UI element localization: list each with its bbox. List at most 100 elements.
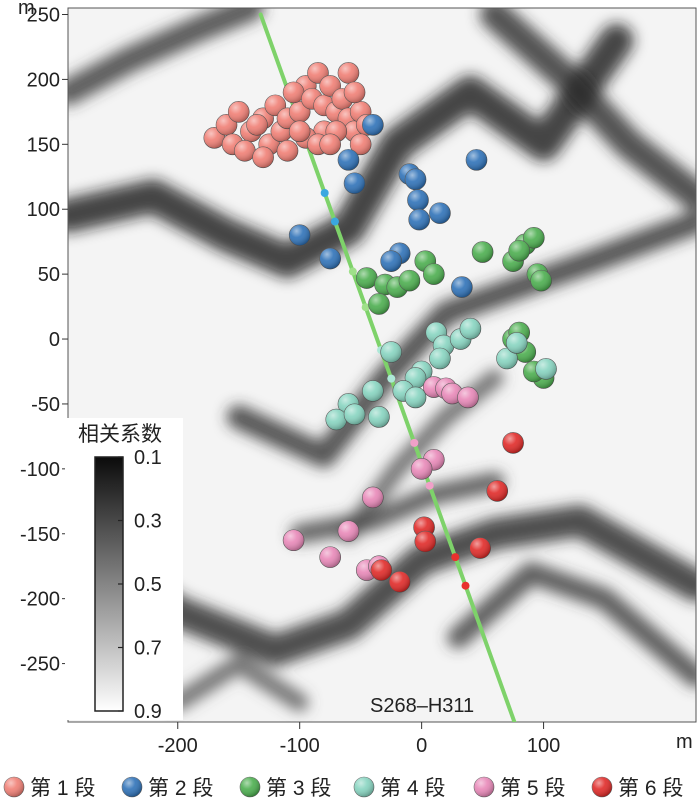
event-point <box>370 559 393 581</box>
perforation-marker <box>320 188 329 197</box>
y-tick-label: 100 <box>27 199 60 221</box>
event-point <box>457 386 479 409</box>
well-label: S268–H311 <box>370 695 474 717</box>
legend-item: 第 3 段 <box>239 776 331 800</box>
event-point <box>380 341 402 363</box>
y-tick-label: -200 <box>20 589 60 611</box>
field-band <box>479 8 696 212</box>
event-point <box>276 140 299 162</box>
colorbar-tick-label: 0.1 <box>134 447 162 469</box>
x-tick-label: 100 <box>527 735 560 757</box>
colorbar-background <box>65 418 183 720</box>
event-point <box>535 358 557 380</box>
event-point <box>505 332 528 354</box>
event-points <box>203 62 557 593</box>
event-point <box>227 101 250 123</box>
event-point <box>423 263 445 285</box>
field-band <box>226 210 696 468</box>
event-point <box>325 408 348 431</box>
x-axis-unit: m <box>676 731 693 753</box>
event-point <box>410 458 433 480</box>
event-point <box>388 570 411 593</box>
event-point <box>343 172 366 195</box>
field-band <box>68 8 264 106</box>
y-tick-label: 150 <box>27 134 60 156</box>
y-axis: 250 200 150 100 50 0 -50 -100 -150 -200 -250 <box>20 4 68 676</box>
x-axis: -200 -100 0 100 <box>158 722 560 757</box>
event-point <box>429 347 451 370</box>
event-point <box>319 133 341 156</box>
event-point <box>469 537 491 559</box>
field-band <box>289 471 505 544</box>
x-tick-label: 0 <box>416 735 427 757</box>
event-point <box>368 293 390 315</box>
event-point <box>252 146 274 169</box>
event-point <box>486 480 509 502</box>
perforation-marker <box>461 581 470 590</box>
x-tick-label: -200 <box>158 735 198 757</box>
perforation-marker <box>330 217 339 226</box>
event-point <box>343 81 366 104</box>
perforation-marker <box>348 267 357 276</box>
event-point <box>246 114 268 136</box>
field-band <box>68 23 634 279</box>
event-point <box>368 406 390 428</box>
event-point <box>404 168 427 191</box>
y-tick-label: -150 <box>20 524 60 546</box>
event-point <box>319 546 341 568</box>
field-band <box>68 504 696 667</box>
event-point <box>404 386 427 409</box>
event-point <box>355 267 378 289</box>
event-point <box>288 224 311 246</box>
y-tick-label: -50 <box>31 394 60 416</box>
event-point <box>234 140 256 162</box>
event-point <box>407 189 429 211</box>
plot-frame <box>67 7 697 723</box>
event-point <box>380 250 402 272</box>
legend: 第 1 段 第 2 段 第 3 段 第 4 段 第 5 段 第 6 段 <box>3 776 683 800</box>
legend-item: 第 2 段 <box>121 776 213 800</box>
field-band <box>447 561 696 688</box>
colorbar-tick-label: 0.7 <box>134 638 162 660</box>
colorbar-title: 相关系数 <box>78 423 162 446</box>
event-point <box>530 269 552 292</box>
event-point <box>362 114 384 136</box>
event-point <box>337 62 360 84</box>
legend-item: 第 1 段 <box>3 776 95 800</box>
y-tick-label: 200 <box>27 69 60 91</box>
colorbar: 相关系数 0.1 0.3 0.5 0.7 0.9 <box>65 418 183 723</box>
event-point <box>337 149 360 171</box>
perforation-marker <box>361 303 370 312</box>
legend-label: 第 4 段 <box>380 777 445 800</box>
event-point <box>288 120 311 143</box>
y-tick-label: 250 <box>27 4 60 26</box>
legend-item: 第 4 段 <box>353 776 445 800</box>
perforation-marker <box>425 481 434 490</box>
perforation-marker <box>387 374 396 383</box>
y-axis-unit: m <box>18 0 35 19</box>
legend-item: 第 6 段 <box>591 776 683 800</box>
y-tick-label: 0 <box>49 329 60 351</box>
event-point <box>459 317 482 340</box>
legend-label: 第 2 段 <box>148 777 213 800</box>
event-point <box>362 486 384 509</box>
colorbar-tick-label: 0.9 <box>134 701 162 723</box>
event-point <box>398 269 421 292</box>
legend-item: 第 5 段 <box>473 776 565 800</box>
x-tick-label: -100 <box>280 735 320 757</box>
y-tick-label: -100 <box>20 459 60 481</box>
event-point <box>282 529 305 552</box>
field-band <box>168 654 309 712</box>
event-point <box>429 202 451 224</box>
legend-label: 第 5 段 <box>500 777 565 800</box>
event-point <box>451 276 473 298</box>
correlation-field <box>68 8 696 712</box>
event-point <box>349 101 372 123</box>
event-point <box>349 133 372 156</box>
colorbar-tick-label: 0.5 <box>134 574 162 596</box>
event-point <box>471 241 494 263</box>
event-point <box>465 149 488 171</box>
legend-label: 第 3 段 <box>266 777 331 800</box>
legend-label: 第 1 段 <box>30 777 95 800</box>
